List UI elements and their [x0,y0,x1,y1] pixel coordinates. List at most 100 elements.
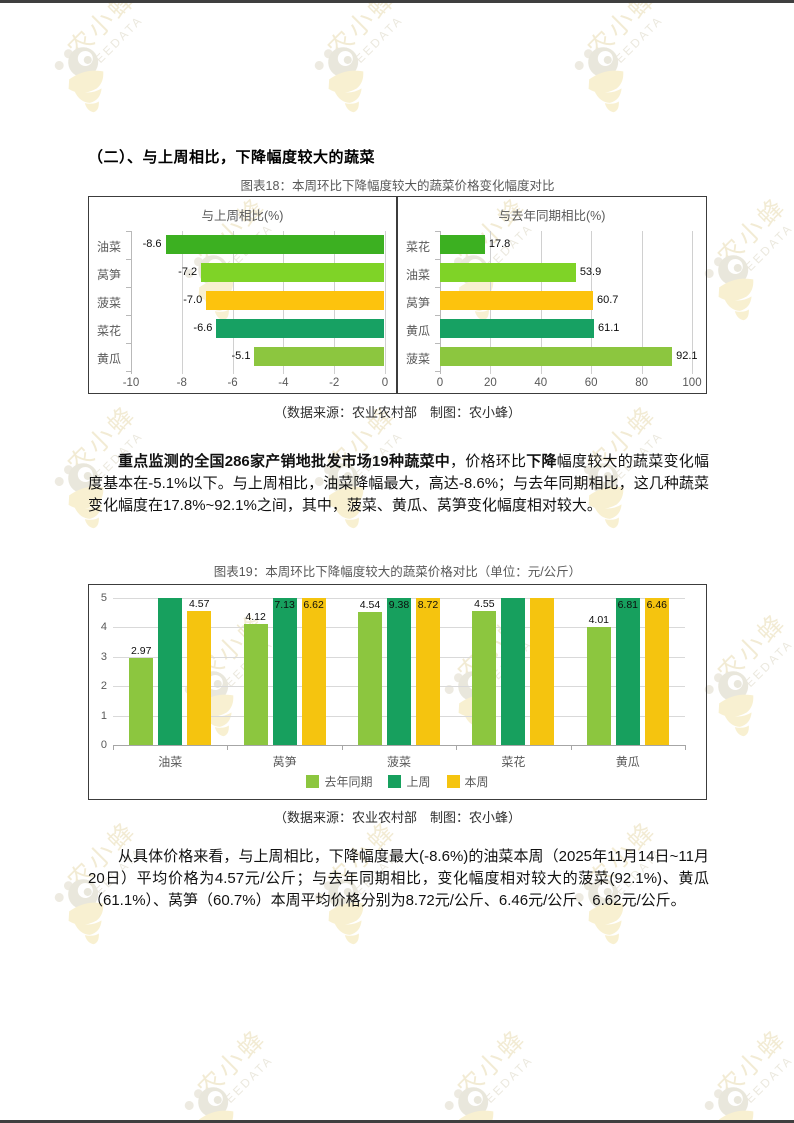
v-bar [615,598,640,745]
category-label: 油菜 [158,755,183,769]
figure19: 0 1 2 3 4 5 2.97 4.57 油菜 4.12 7.13 6.62 莴笋 4.54 9.38 8.… [88,584,707,800]
bar-value-label: -7.2 [178,266,198,278]
figure18: 与上周相比(%) -10 -8 -6 -4 -2 0 油菜 -8.6 莴笋 -7.2 菠菜 -7.0 菜… [88,196,707,394]
bar-value-label: 4.55 [474,598,495,611]
bar-value-label: -8.6 [142,238,162,250]
bar-value-label: 92.1 [676,350,698,362]
axis-tick [126,315,131,316]
h-bar [440,291,593,310]
y-tick-label: 0 [100,739,107,751]
bar-value-label: 4.57 [188,597,210,610]
category-label: 油菜 [406,268,431,282]
category-label: 黄瓜 [406,324,431,338]
x-tick-label: -8 [176,377,187,389]
category-label: 菜花 [501,755,526,769]
grid-line [641,231,643,374]
category-label: 菠菜 [386,755,411,769]
bar-value-label: -5.1 [231,350,251,362]
category-label: 油菜 [97,240,122,254]
h-bar [440,263,576,282]
page-bottom-edge [0,1120,794,1123]
h-bar [254,347,384,366]
bar-value-label: 4.01 [588,614,610,627]
x-tick-label: 40 [534,377,548,389]
v-bar [358,611,382,745]
axis-tick [435,371,440,372]
x-tick-label: 100 [682,377,702,389]
x-tick-label: -6 [227,377,238,389]
bar-value-label: 2.97 [130,644,152,657]
x-tick-label: 60 [584,377,598,389]
axis-tick [341,745,343,750]
grid-line [692,231,693,374]
x-tick-label: 20 [483,377,497,389]
axis-tick [113,745,114,750]
axis-tick [435,315,440,316]
v-bar [472,611,497,745]
axis-tick [126,371,131,372]
bar-value-label: 8.72 [417,599,439,611]
page-top-edge [0,0,794,3]
axis-tick [456,745,458,750]
paragraph-2: 从具体价格来看，与上周相比，下降幅度最大(-8.6%)的油菜本周（2025年11… [88,848,709,909]
v-bar [243,623,268,745]
grid-line [385,231,386,374]
h-bar [216,319,384,338]
v-bar [387,598,411,745]
figure18-right-panel-title: 与去年同期相比(%) [498,209,606,223]
figure18-left-panel-title: 与上周相比(%) [201,209,284,223]
bar-value-label: -7.0 [183,294,203,306]
v-bar [187,610,212,745]
axis-tick [435,287,440,288]
bar-value-label: 7.13 [274,599,295,611]
figure19-title: 图表19：本周环比下降幅度较大的蔬菜价格对比（单位：元/公斤） [213,565,582,579]
axis-tick [435,343,440,344]
v-bar [301,598,326,745]
category-label: 菠菜 [406,352,431,366]
category-label: 菜花 [97,324,122,338]
bar-value-label: 4.54 [359,598,381,611]
category-axis-line [131,231,132,374]
axis-tick [126,231,131,232]
bar-value-label: 60.7 [596,294,619,306]
h-bar [165,235,384,254]
x-axis-line [113,745,685,746]
v-bar [129,657,154,745]
v-bar [416,598,440,745]
x-tick-label: 0 [436,377,444,389]
bar-value-label: 4.12 [245,610,266,623]
bar-value-label: 61.1 [597,322,620,334]
h-bar [440,347,673,366]
bar-value-label: 6.81 [617,599,639,611]
paragraph-1-bold-text: 重点监测的全国286家产销地批发市场19种蔬菜中 [118,453,450,470]
legend-item: 去年同期 [306,773,372,790]
v-bar [644,598,669,745]
category-label: 莴笋 [406,296,431,310]
y-tick-label: 2 [100,680,107,693]
figure18-left-panel: 与上周相比(%) -10 -8 -6 -4 -2 0 油菜 -8.6 莴笋 -7.2 菠菜 -7.0 菜… [89,197,396,393]
h-bar [440,235,485,254]
legend-item: 上周 [388,773,431,790]
category-label: 菜花 [406,240,431,254]
figure19-source-note: （数据来源：农业农村部 制图：农小蜂） [273,810,521,825]
figure18-title: 图表18：本周环比下降幅度较大的蔬菜价格变化幅度对比 [240,179,555,193]
h-bar [440,319,594,338]
paragraph-1-text: ，价格环比 [449,453,527,470]
x-tick-label: -4 [278,377,289,389]
axis-tick [126,287,131,288]
axis-tick [570,745,572,750]
h-bar [201,263,384,282]
axis-tick [126,343,131,344]
axis-tick [126,259,131,260]
bar-value-label: 6.62 [303,599,324,611]
category-label: 黄瓜 [615,755,640,769]
legend: 去年同期 上周 本周 [89,773,706,790]
bar-value-label: 9.38 [388,599,410,611]
figure18-right-panel: 与去年同期相比(%) 0 20 40 60 80 100 菜花 17.8 油菜 53.9 莴笋 60.… [398,197,706,393]
category-label: 莴笋 [272,755,297,769]
v-bar [501,598,526,745]
y-tick-label: 1 [100,709,107,722]
v-bar [158,598,183,745]
